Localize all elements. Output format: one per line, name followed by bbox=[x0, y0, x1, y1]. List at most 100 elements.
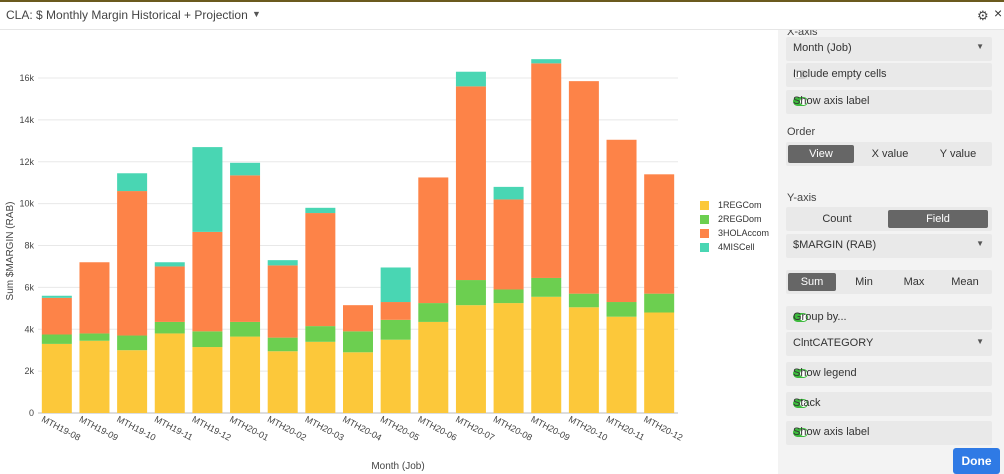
bar-segment-1regcom-mth20-05[interactable] bbox=[380, 339, 411, 413]
bar-segment-1regcom-mth19-12[interactable] bbox=[192, 347, 223, 413]
bar-segment-4miscell-mth19-11[interactable] bbox=[154, 262, 185, 267]
x-tick-label: MTH19-10 bbox=[115, 414, 157, 443]
show-axis-label-y-toggle-row[interactable]: Show axis label bbox=[786, 421, 992, 445]
legend-item[interactable]: 4MISCell bbox=[700, 242, 770, 254]
bar-segment-3holaccom-mth20-01[interactable] bbox=[230, 175, 261, 322]
bar-segment-1regcom-mth20-07[interactable] bbox=[455, 305, 486, 413]
y-tick-label: 6k bbox=[24, 282, 34, 292]
legend-item[interactable]: 1REGCom bbox=[700, 200, 770, 212]
bar-segment-1regcom-mth20-03[interactable] bbox=[305, 341, 336, 413]
agg-option-sum[interactable]: Sum bbox=[788, 273, 836, 291]
bar-segment-1regcom-mth20-10[interactable] bbox=[568, 307, 599, 413]
bar-segment-1regcom-mth20-01[interactable] bbox=[230, 336, 261, 413]
x-axis-field-select[interactable]: Month (Job) ▼ bbox=[786, 37, 992, 61]
bar-segment-3holaccom-mth20-10[interactable] bbox=[568, 81, 599, 294]
show-axis-label-x-toggle-row[interactable]: Show axis label bbox=[786, 90, 992, 114]
bar-segment-2regdom-mth20-01[interactable] bbox=[230, 321, 261, 337]
chart-title[interactable]: CLA: $ Monthly Margin Historical + Proje… bbox=[6, 8, 248, 22]
show-axis-label-y-label: Show axis label bbox=[793, 426, 870, 438]
bar-segment-1regcom-mth20-04[interactable] bbox=[343, 352, 373, 413]
order-option-x-value[interactable]: X value bbox=[871, 148, 909, 160]
bar-segment-4miscell-mth20-08[interactable] bbox=[493, 186, 524, 200]
bar-segment-4miscell-mth19-08[interactable] bbox=[41, 295, 72, 298]
stack-toggle-row[interactable]: Stack bbox=[786, 392, 992, 416]
include-empty-cells-toggle-row[interactable]: Include empty cells bbox=[786, 63, 992, 87]
bar-segment-1regcom-mth20-11[interactable] bbox=[606, 316, 637, 413]
bar-segment-3holaccom-mth20-03[interactable] bbox=[305, 213, 336, 327]
y-axis-mode-field[interactable]: Field bbox=[888, 210, 988, 228]
toggle-switch-off[interactable] bbox=[793, 70, 808, 79]
title-dropdown-caret-icon[interactable]: ▼ bbox=[252, 9, 261, 19]
bar-segment-1regcom-mth20-06[interactable] bbox=[418, 321, 449, 413]
toggle-switch-on[interactable] bbox=[793, 97, 808, 106]
bar-segment-1regcom-mth19-08[interactable] bbox=[41, 343, 72, 413]
bar-segment-1regcom-mth19-10[interactable] bbox=[117, 350, 148, 413]
bar-segment-1regcom-mth20-02[interactable] bbox=[267, 351, 298, 413]
close-icon[interactable]: × bbox=[994, 5, 1003, 21]
toggle-switch-on[interactable] bbox=[793, 313, 808, 322]
bar-segment-2regdom-mth20-12[interactable] bbox=[644, 293, 675, 313]
bar-segment-3holaccom-mth19-12[interactable] bbox=[192, 231, 223, 332]
bar-segment-3holaccom-mth19-11[interactable] bbox=[154, 266, 185, 322]
show-legend-toggle-row[interactable]: Show legend bbox=[786, 362, 992, 386]
bar-segment-1regcom-mth20-09[interactable] bbox=[531, 296, 562, 413]
bar-segment-2regdom-mth19-09[interactable] bbox=[79, 333, 110, 341]
bar-segment-3holaccom-mth20-09[interactable] bbox=[531, 63, 562, 278]
done-button[interactable]: Done bbox=[953, 448, 1000, 474]
bar-segment-4miscell-mth20-09[interactable] bbox=[531, 59, 562, 64]
agg-option-mean[interactable]: Mean bbox=[951, 276, 979, 288]
bar-segment-3holaccom-mth19-09[interactable] bbox=[79, 262, 110, 334]
legend-item[interactable]: 2REGDom bbox=[700, 214, 770, 226]
order-option-y-value[interactable]: Y value bbox=[939, 148, 977, 160]
bar-segment-2regdom-mth20-02[interactable] bbox=[267, 337, 298, 352]
bar-segment-2regdom-mth19-11[interactable] bbox=[154, 321, 185, 334]
bar-segment-1regcom-mth19-09[interactable] bbox=[79, 340, 110, 413]
bar-segment-2regdom-mth20-04[interactable] bbox=[343, 331, 373, 353]
y-axis-mode-count[interactable]: Count bbox=[822, 213, 852, 225]
bar-segment-3holaccom-mth19-10[interactable] bbox=[117, 191, 148, 336]
toggle-switch-on[interactable] bbox=[793, 428, 808, 437]
bar-segment-4miscell-mth20-07[interactable] bbox=[455, 71, 486, 87]
bar-segment-1regcom-mth20-12[interactable] bbox=[644, 312, 675, 414]
bar-segment-2regdom-mth19-10[interactable] bbox=[117, 335, 148, 351]
gear-icon[interactable]: ⚙ bbox=[977, 8, 989, 23]
bar-segment-3holaccom-mth20-06[interactable] bbox=[418, 177, 449, 304]
bar-segment-4miscell-mth20-03[interactable] bbox=[305, 207, 336, 214]
bar-segment-2regdom-mth20-07[interactable] bbox=[455, 280, 486, 306]
bar-segment-3holaccom-mth20-04[interactable] bbox=[343, 305, 373, 332]
bar-segment-4miscell-mth20-05[interactable] bbox=[380, 267, 411, 303]
bar-segment-3holaccom-mth20-02[interactable] bbox=[267, 265, 298, 338]
y-tick-labels: 0 2k 4k 6k 8k 10k 12k 14k 16k bbox=[19, 73, 34, 418]
bar-segment-3holaccom-mth19-08[interactable] bbox=[41, 297, 72, 335]
bar-segment-1regcom-mth19-11[interactable] bbox=[154, 333, 185, 413]
agg-option-max[interactable]: Max bbox=[903, 276, 925, 288]
bar-segment-2regdom-mth19-08[interactable] bbox=[41, 334, 72, 344]
bar-segment-2regdom-mth20-08[interactable] bbox=[493, 289, 524, 304]
group-by-toggle-row[interactable]: Group by... bbox=[786, 306, 992, 330]
bar-segment-3holaccom-mth20-05[interactable] bbox=[380, 302, 411, 320]
y-axis-field-select[interactable]: $MARGIN (RAB) ▼ bbox=[786, 234, 992, 258]
bar-segment-2regdom-mth19-12[interactable] bbox=[192, 331, 223, 348]
agg-option-min[interactable]: Min bbox=[855, 276, 873, 288]
bar-segment-3holaccom-mth20-08[interactable] bbox=[493, 199, 524, 290]
bar-segment-1regcom-mth20-08[interactable] bbox=[493, 303, 524, 413]
bar-segment-4miscell-mth20-02[interactable] bbox=[267, 260, 298, 266]
bar-segment-3holaccom-mth20-11[interactable] bbox=[606, 139, 637, 303]
bar-segment-3holaccom-mth20-07[interactable] bbox=[455, 86, 486, 281]
bar-segment-2regdom-mth20-03[interactable] bbox=[305, 326, 336, 342]
legend-item[interactable]: 3HOLAccom bbox=[700, 228, 770, 240]
order-option-view[interactable]: View bbox=[788, 145, 854, 163]
bar-segment-4miscell-mth19-12[interactable] bbox=[192, 147, 223, 232]
bar-segment-2regdom-mth20-11[interactable] bbox=[606, 302, 637, 317]
bar-segment-2regdom-mth20-06[interactable] bbox=[418, 303, 449, 322]
legend-swatch bbox=[700, 201, 709, 210]
bar-segment-2regdom-mth20-09[interactable] bbox=[531, 277, 562, 297]
bar-segment-4miscell-mth20-01[interactable] bbox=[230, 162, 261, 176]
bar-segment-2regdom-mth20-10[interactable] bbox=[568, 293, 599, 308]
toggle-switch-on[interactable] bbox=[793, 399, 808, 408]
bar-segment-3holaccom-mth20-12[interactable] bbox=[644, 174, 675, 294]
toggle-switch-on[interactable] bbox=[793, 369, 808, 378]
bar-segment-2regdom-mth20-05[interactable] bbox=[380, 319, 411, 340]
bar-segment-4miscell-mth19-10[interactable] bbox=[117, 173, 148, 192]
group-field-select[interactable]: ClntCATEGORY ▼ bbox=[786, 332, 992, 356]
